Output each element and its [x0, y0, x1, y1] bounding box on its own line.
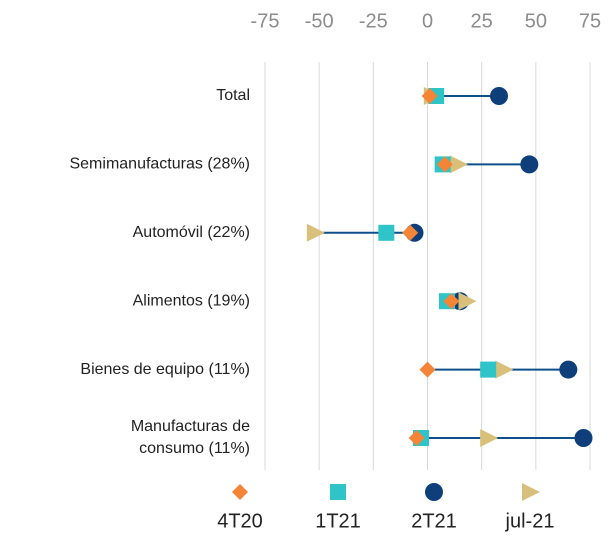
legend-marker: [522, 483, 540, 501]
dot-marker: [458, 292, 477, 311]
dot-marker: [480, 429, 499, 447]
x-tick-label: -75: [251, 10, 280, 32]
legend-marker: [232, 484, 248, 500]
dot-marker: [408, 430, 425, 446]
dot-marker: [449, 155, 468, 174]
y-tick-label: Alimentos (19%): [133, 292, 250, 309]
dot-marker: [378, 224, 395, 241]
dot-marker: [421, 88, 438, 104]
dot-marker: [402, 224, 419, 241]
legend-label: 2T21: [411, 510, 457, 532]
dot-marker: [436, 156, 453, 173]
x-tick-label: -50: [305, 10, 334, 32]
dot-marker: [495, 360, 514, 379]
dot-marker: [480, 361, 497, 378]
x-tick-label: 75: [579, 10, 601, 32]
y-tick-label: Total: [216, 87, 250, 104]
legend-marker: [425, 483, 443, 501]
dot-marker: [419, 361, 436, 378]
y-tick-label: Automóvil (22%): [133, 224, 250, 241]
dot-marker: [443, 293, 460, 310]
x-tick-label: 50: [525, 10, 547, 32]
y-tick-label: Manufacturas de: [131, 418, 250, 435]
y-tick-label: consumo (11%): [139, 440, 250, 457]
legend-label: 4T20: [217, 510, 263, 532]
x-tick-label: -25: [359, 10, 388, 32]
legend-label: jul-21: [505, 510, 555, 532]
dot-marker: [306, 223, 325, 242]
dot-marker: [490, 87, 508, 105]
y-tick-label: Semimanufacturas (28%): [69, 156, 250, 173]
x-tick-label: 25: [471, 10, 493, 32]
legend-marker: [330, 484, 346, 500]
legend-label: 1T21: [315, 510, 361, 532]
dot-marker: [559, 360, 578, 379]
dot-marker: [520, 155, 539, 174]
x-tick-label: 0: [422, 10, 433, 32]
y-tick-label: Bienes de equipo (11%): [80, 361, 250, 378]
dot-marker: [574, 429, 593, 447]
